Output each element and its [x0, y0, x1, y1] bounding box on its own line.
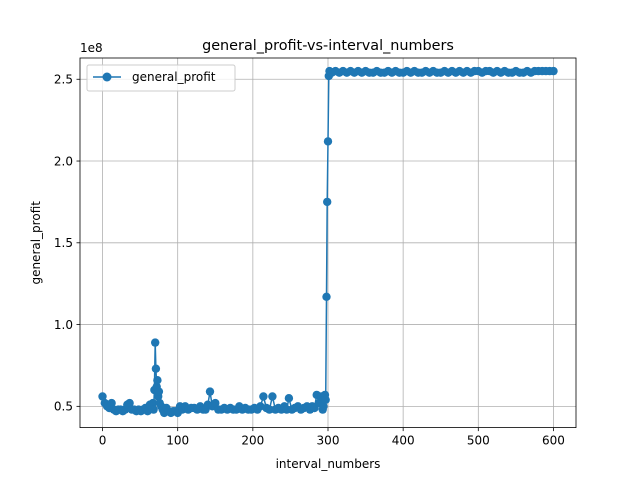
- data-point: [149, 405, 158, 414]
- data-point: [107, 398, 116, 408]
- data-point: [259, 392, 268, 401]
- data-point: [319, 402, 328, 411]
- legend-box: [86, 64, 236, 92]
- y-tick-label: 1.5: [54, 236, 73, 250]
- legend-label: general_profit: [132, 70, 216, 84]
- ticks: 0 100 200 300 400 500 600 0.5 1.0 1.5 2.0 2.5: [54, 73, 565, 448]
- y-axis-label: general_profit: [29, 201, 43, 285]
- data-point: [549, 66, 558, 76]
- y-offset-label: 1e8: [80, 41, 103, 55]
- data-point: [148, 398, 158, 408]
- data-point: [125, 398, 134, 408]
- x-tick-label: 0: [99, 434, 107, 448]
- data-point: [323, 137, 333, 146]
- x-tick-label: 400: [392, 434, 415, 448]
- legend-marker: [102, 72, 112, 82]
- data-point: [205, 387, 215, 396]
- y-tick-label: 2.5: [54, 73, 73, 87]
- y-tick-label: 1.0: [54, 318, 73, 332]
- data-point: [265, 405, 274, 414]
- data-point: [321, 395, 330, 404]
- x-tick-label: 100: [166, 434, 189, 448]
- data-point: [322, 292, 331, 301]
- x-tick-label: 500: [467, 434, 490, 448]
- chart-title: general_profit-vs-interval_numbers: [202, 38, 454, 54]
- data-point: [98, 392, 107, 401]
- x-tick-label: 200: [241, 434, 264, 448]
- x-tick-label: 600: [542, 434, 565, 448]
- data-point: [323, 197, 332, 207]
- data-point: [284, 394, 294, 403]
- series-layer: [98, 66, 558, 418]
- data-point: [268, 392, 277, 401]
- data-point: [151, 364, 161, 373]
- x-tick-label: 300: [317, 434, 340, 448]
- y-tick-label: 2.0: [54, 154, 73, 168]
- y-tick-label: 0.5: [54, 400, 73, 414]
- data-point: [151, 338, 160, 347]
- data-point: [153, 376, 162, 385]
- x-axis-label: interval_numbers: [276, 457, 381, 471]
- data-point: [154, 387, 164, 396]
- legend: general_profit: [86, 64, 236, 92]
- data-point: [211, 398, 220, 408]
